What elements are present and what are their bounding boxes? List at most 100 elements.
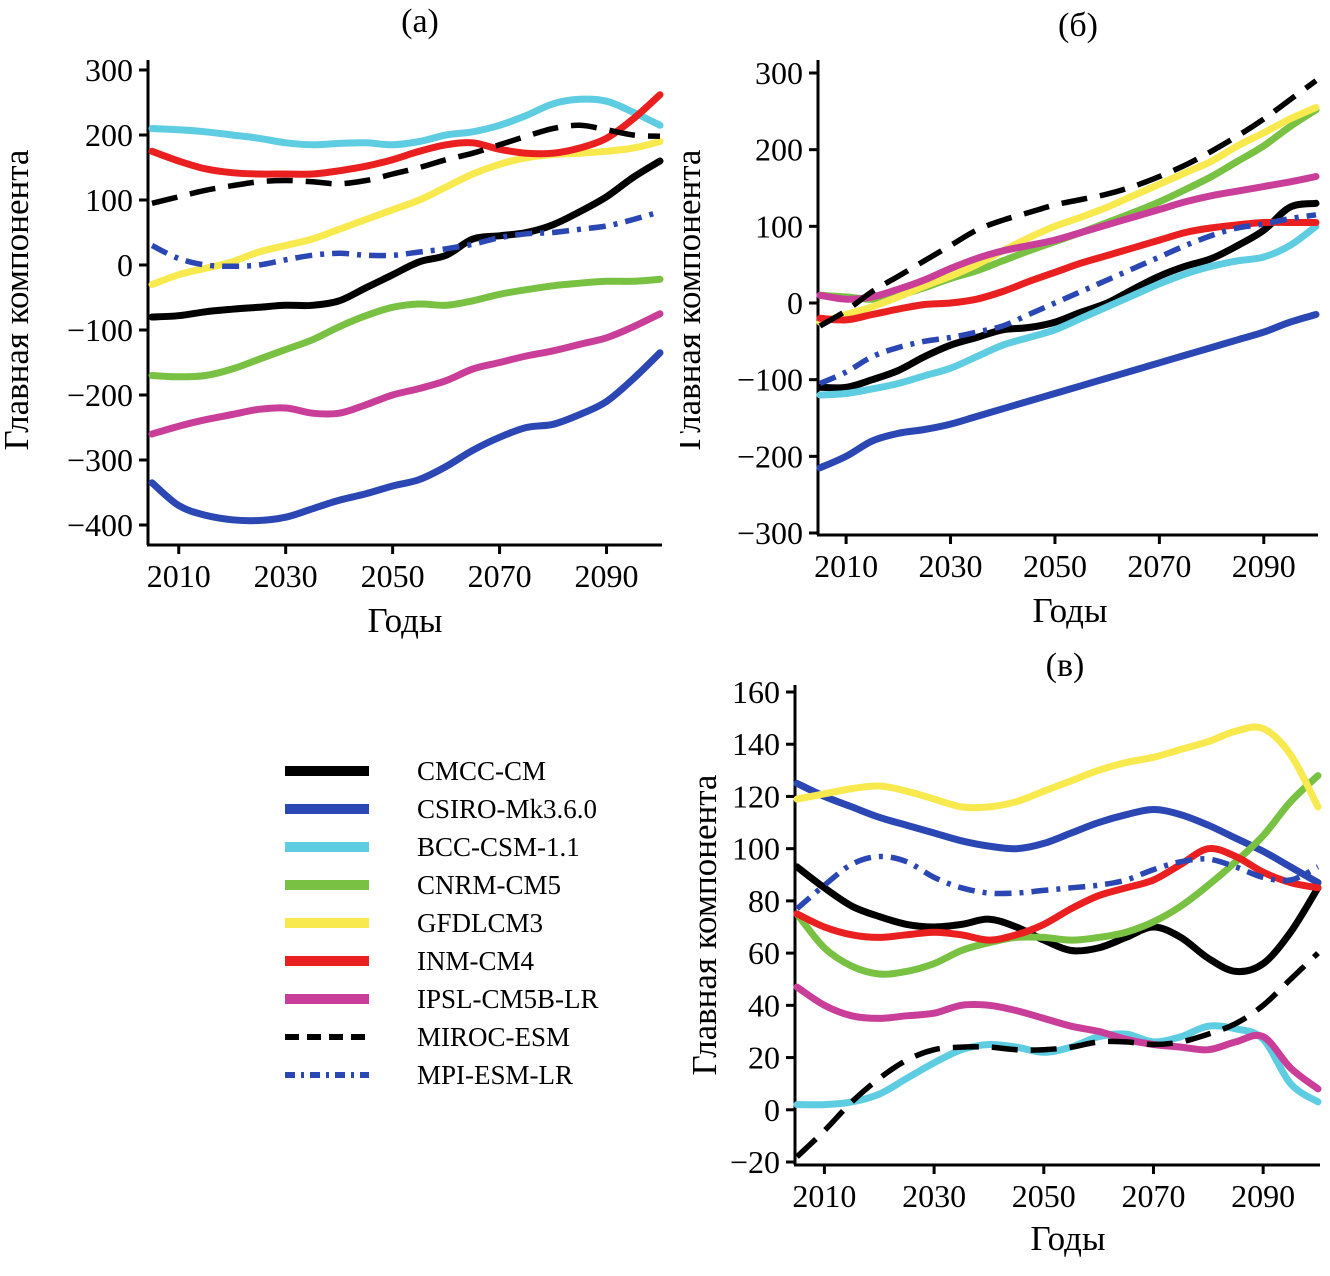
y-axis-label: Главная компонента bbox=[685, 774, 724, 1075]
y-tick-label: 200 bbox=[755, 132, 803, 168]
x-tick-label: 2030 bbox=[919, 548, 983, 584]
series-line-IPSL-CM5B-LR bbox=[148, 310, 664, 438]
x-axis-label: Годы bbox=[368, 601, 443, 640]
x-axis-label: Годы bbox=[1033, 591, 1108, 630]
panel-title-a: (а) bbox=[401, 3, 439, 40]
legend: CMCC-CM CSIRO-Mk3.6.0 BCC-CSM-1.1 CNRM-CM5 G… bbox=[283, 752, 599, 1094]
legend-label: IPSL-CM5B-LR bbox=[417, 983, 599, 1014]
series-line-INM-CM4 bbox=[148, 91, 664, 178]
y-tick-label: 300 bbox=[755, 55, 803, 91]
series-line-CMCC-CM bbox=[793, 863, 1322, 976]
legend-swatch-BCC-CSM-1.1 bbox=[285, 842, 369, 852]
legend-swatch-MIROC-ESM bbox=[285, 1034, 369, 1040]
y-tick-label: −200 bbox=[737, 438, 803, 474]
legend-label: MPI-ESM-LR bbox=[417, 1059, 574, 1090]
legend-label: CMCC-CM bbox=[417, 755, 547, 786]
legend-item-MPI-ESM-LR: MPI-ESM-LR bbox=[283, 1056, 599, 1094]
series-line-GFDLCM3 bbox=[148, 138, 664, 288]
y-tick-label: 0 bbox=[117, 247, 133, 283]
legend-item-CNRM-CM5: CNRM-CM5 bbox=[283, 866, 599, 904]
x-tick-label: 2010 bbox=[814, 548, 878, 584]
y-tick-label: −20 bbox=[730, 1144, 780, 1180]
x-tick-label: 2050 bbox=[1023, 548, 1087, 584]
x-tick-label: 2070 bbox=[1127, 548, 1191, 584]
y-tick-label: −100 bbox=[737, 362, 803, 398]
y-axis-label: Главная компонента bbox=[680, 149, 708, 450]
y-tick-label: 100 bbox=[755, 208, 803, 244]
series-line-MIROC-ESM bbox=[795, 951, 1320, 1159]
x-tick-label: 2050 bbox=[361, 558, 425, 594]
series-line-MPI-ESM-LR bbox=[818, 212, 1317, 387]
y-axis-label: Главная компонента bbox=[0, 149, 36, 450]
x-tick-label: 2090 bbox=[1231, 1178, 1295, 1214]
y-tick-label: 20 bbox=[748, 1040, 780, 1076]
legend-label: INM-CM4 bbox=[417, 945, 535, 976]
series-line-CMCC-CM bbox=[148, 157, 664, 321]
x-tick-label: 2010 bbox=[147, 558, 211, 594]
y-tick-label: 100 bbox=[85, 182, 133, 218]
legend-swatch-MPI-ESM-LR bbox=[285, 1072, 369, 1078]
legend-label: CSIRO-Mk3.6.0 bbox=[417, 793, 598, 824]
legend-swatch-GFDLCM3 bbox=[285, 918, 369, 928]
series-line-MIROC-ESM bbox=[151, 122, 661, 206]
legend-swatch-INM-CM4 bbox=[285, 956, 369, 966]
x-axis-label: Годы bbox=[1031, 1219, 1106, 1258]
series-line-MIROC-ESM bbox=[818, 78, 1318, 329]
series-line-CMCC-CM bbox=[816, 199, 1320, 392]
x-tick-label: 2070 bbox=[468, 558, 532, 594]
legend-label: GFDLCM3 bbox=[417, 907, 544, 938]
legend-item-CMCC-CM: CMCC-CM bbox=[283, 752, 599, 790]
legend-label: CNRM-CM5 bbox=[417, 869, 562, 900]
y-tick-label: 100 bbox=[732, 831, 780, 867]
x-tick-label: 2030 bbox=[902, 1178, 966, 1214]
y-tick-label: −300 bbox=[67, 442, 133, 478]
series-line-CSIRO-Mk3.6.0 bbox=[793, 779, 1322, 887]
legend-swatch-IPSL-CM5B-LR bbox=[285, 994, 369, 1004]
y-tick-label: 60 bbox=[748, 935, 780, 971]
legend-swatch-CSIRO-Mk3.6.0 bbox=[285, 804, 369, 814]
x-tick-label: 2010 bbox=[792, 1178, 856, 1214]
legend-item-CSIRO-Mk3.6.0: CSIRO-Mk3.6.0 bbox=[283, 790, 599, 828]
panel-a-chart: 300 200 100 0 −100 −200 −300 −400 2010 2030 2050 20… bbox=[0, 3, 664, 640]
y-tick-label: 300 bbox=[85, 52, 133, 88]
y-tick-label: −400 bbox=[67, 507, 133, 543]
x-tick-label: 2050 bbox=[1012, 1178, 1076, 1214]
x-tick-label: 2090 bbox=[575, 558, 639, 594]
series-line-IPSL-CM5B-LR bbox=[793, 983, 1322, 1093]
series-line-BCC-CSM-1.1 bbox=[148, 95, 664, 149]
series-line-GFDLCM3 bbox=[793, 723, 1322, 812]
panel-title-v: (в) bbox=[1046, 650, 1085, 684]
legend-item-BCC-CSM-1.1: BCC-CSM-1.1 bbox=[283, 828, 599, 866]
legend-item-INM-CM4: INM-CM4 bbox=[283, 942, 599, 980]
panel-b-chart: 300 200 100 0 −100 −200 −300 2010 2030 2050 2070 20… bbox=[680, 7, 1320, 630]
legend-item-IPSL-CM5B-LR: IPSL-CM5B-LR bbox=[283, 980, 599, 1018]
series-line-BCC-CSM-1.1 bbox=[816, 222, 1320, 399]
legend-label: BCC-CSM-1.1 bbox=[417, 831, 580, 862]
y-tick-label: 0 bbox=[787, 285, 803, 321]
panel-title-b: (б) bbox=[1058, 7, 1098, 44]
legend-item-GFDLCM3: GFDLCM3 bbox=[283, 904, 599, 942]
series-line-CNRM-CM5 bbox=[793, 772, 1322, 978]
series-line-MPI-ESM-LR bbox=[795, 853, 1320, 911]
y-tick-label: 80 bbox=[748, 883, 780, 919]
legend-swatch-CMCC-CM bbox=[285, 766, 369, 776]
series-line-GFDLCM3 bbox=[816, 104, 1320, 326]
y-tick-label: −300 bbox=[737, 515, 803, 551]
y-tick-label: 140 bbox=[732, 726, 780, 762]
series-line-INM-CM4 bbox=[816, 218, 1320, 324]
x-tick-label: 2030 bbox=[254, 558, 318, 594]
series-line-MPI-ESM-LR bbox=[150, 209, 661, 270]
y-tick-label: 120 bbox=[732, 778, 780, 814]
x-tick-label: 2090 bbox=[1232, 548, 1296, 584]
panel-v-chart: 160 140 120 100 80 60 40 20 0 −20 2010 2030 2050 2070… bbox=[685, 650, 1322, 1258]
y-tick-label: 0 bbox=[764, 1092, 780, 1128]
y-tick-label: −200 bbox=[67, 377, 133, 413]
y-tick-label: −100 bbox=[67, 312, 133, 348]
series-line-IPSL-CM5B-LR bbox=[816, 173, 1320, 303]
y-tick-label: 200 bbox=[85, 117, 133, 153]
series-line-CNRM-CM5 bbox=[148, 275, 664, 381]
y-tick-label: 40 bbox=[748, 987, 780, 1023]
series-line-BCC-CSM-1.1 bbox=[793, 1022, 1322, 1109]
series-line-CSIRO-Mk3.6.0 bbox=[816, 311, 1320, 472]
series-line-INM-CM4 bbox=[793, 845, 1322, 944]
